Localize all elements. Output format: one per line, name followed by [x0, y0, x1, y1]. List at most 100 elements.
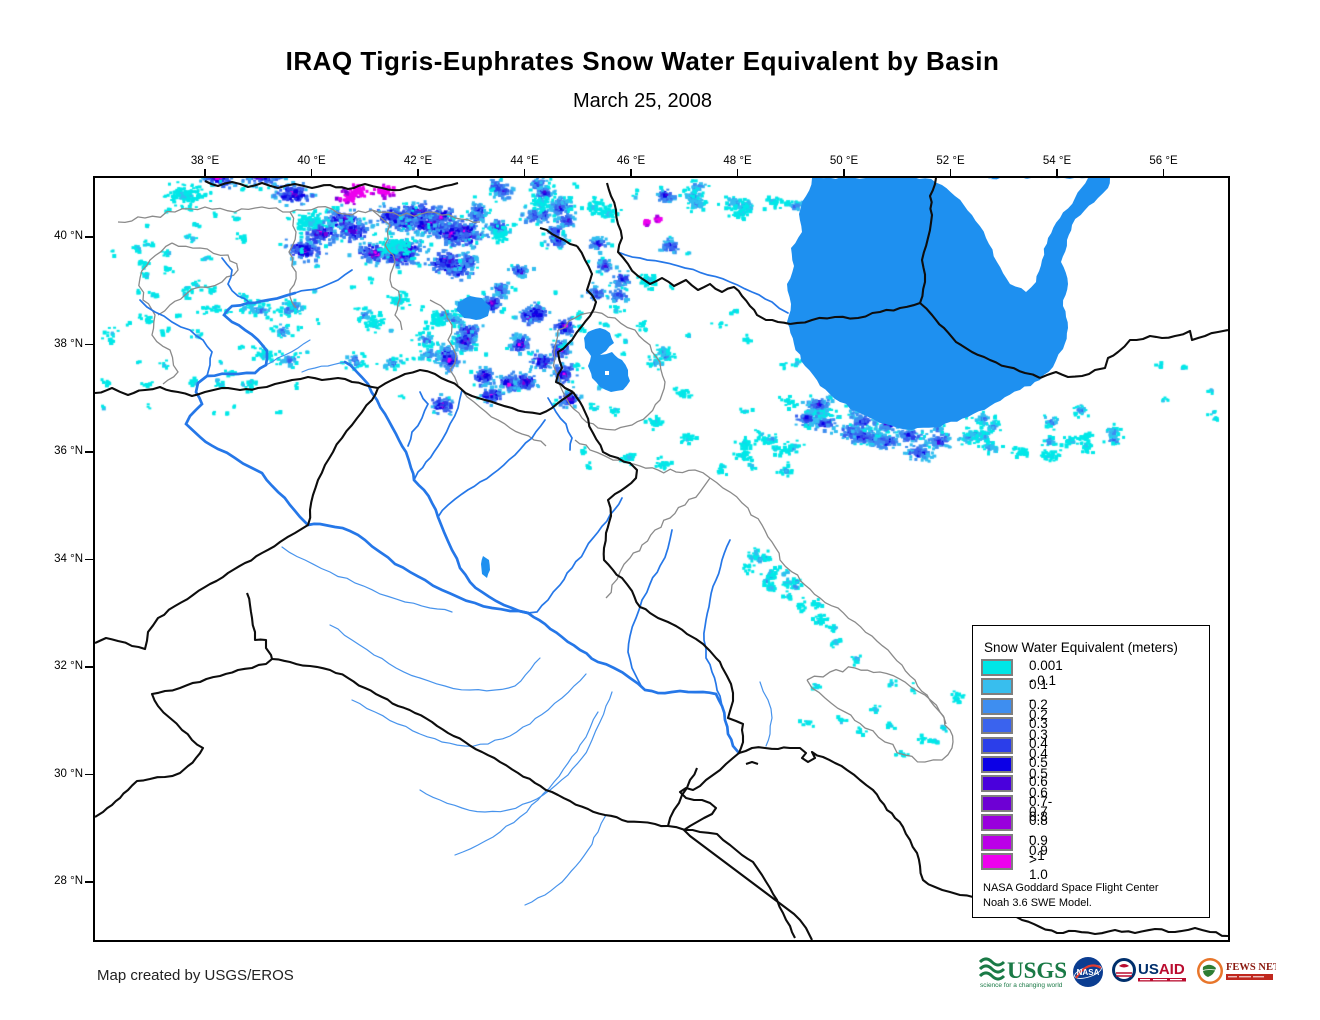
country-border	[678, 751, 813, 940]
caspian-sea	[786, 177, 1110, 430]
country-border	[605, 182, 790, 325]
usgs-logo: USGS science for a changing world	[978, 957, 1066, 989]
basin-boundary	[117, 205, 480, 223]
country-border	[94, 368, 574, 415]
country-border	[789, 301, 920, 325]
fews-net-logo: FEWS NET	[1197, 958, 1276, 984]
legend-label: 0.1 - 0.2	[1029, 677, 1048, 723]
fews-logo-text: FEWS NET	[1226, 962, 1276, 973]
river-tributary	[626, 528, 673, 691]
left-tick-label: 30 °N	[54, 767, 83, 780]
footer-logos: USGS science for a changing world NASA U…	[978, 952, 1276, 992]
left-tick-label: 28 °N	[54, 875, 83, 887]
legend-label: > 1.0	[1029, 851, 1048, 882]
map-vector-layer	[94, 177, 1228, 940]
legend-label: 0.3 - 0.4	[1029, 716, 1048, 762]
left-tick-mark	[85, 236, 93, 238]
top-tick-label: 54 °E	[1042, 155, 1072, 167]
top-tick-label: 50 °E	[829, 155, 859, 167]
legend-swatch	[981, 717, 1013, 735]
top-tick-mark	[630, 169, 632, 177]
legend-title: Snow Water Equivalent (meters)	[984, 640, 1178, 655]
usgs-logo-text: USGS	[1007, 958, 1066, 983]
river-tributary	[546, 396, 573, 451]
river-minor	[328, 623, 541, 692]
basin-boundary	[429, 298, 459, 385]
basin-boundary	[709, 476, 947, 724]
top-tick-mark	[523, 169, 526, 177]
top-tick-mark	[310, 169, 313, 177]
river-tributary	[412, 388, 463, 481]
river-tributary	[526, 496, 623, 614]
legend-swatch	[981, 814, 1013, 832]
left-tick-mark	[85, 666, 93, 668]
country-border	[666, 767, 698, 826]
basin-boundary	[157, 241, 239, 316]
river-minor	[758, 680, 773, 747]
lake-tharthar	[480, 555, 490, 578]
country-border	[571, 390, 744, 753]
country-border	[1039, 328, 1228, 379]
country-border	[271, 657, 668, 827]
basin-boundary	[805, 665, 954, 763]
nasa-logo-text: NASA	[1077, 968, 1100, 977]
top-tick-mark	[1162, 169, 1165, 177]
country-border	[554, 244, 597, 393]
country-border	[94, 657, 273, 818]
left-tick-label: 36 °N	[54, 445, 83, 457]
left-tick-label: 40 °N	[54, 230, 83, 242]
legend-label: 0.6 - 0.7	[1029, 774, 1048, 820]
legend-label: 0.2 - 0.3	[1029, 696, 1048, 742]
legend-swatch	[981, 794, 1013, 812]
top-tick-label: 52 °E	[936, 155, 965, 167]
top-tick-label: 38 °E	[190, 155, 220, 167]
basin-boundary	[137, 241, 179, 385]
country-border	[738, 745, 1228, 937]
river-main	[343, 360, 529, 614]
usaid-logo: USAID	[1112, 958, 1186, 982]
left-tick-mark	[85, 343, 93, 346]
river-minor	[300, 360, 346, 373]
top-tick-label: 46 °E	[616, 155, 646, 167]
left-tick-label: 32 °N	[54, 660, 83, 672]
left-tick-label: 38 °N	[54, 337, 83, 350]
map-title: IRAQ Tigris-Euphrates Snow Water Equival…	[285, 46, 1000, 76]
river-minor	[523, 813, 607, 906]
legend-swatch	[981, 678, 1013, 696]
legend-label: 0.5 - 0.6	[1029, 754, 1048, 800]
river-tributary	[436, 418, 546, 518]
legend-swatch	[981, 697, 1013, 715]
usaid-logo-aid: AID	[1159, 961, 1185, 978]
top-tick-label: 48 °E	[723, 155, 752, 167]
basin-boundary	[460, 389, 546, 446]
left-tick-mark	[85, 558, 93, 561]
lake-urmia	[583, 327, 630, 392]
top-tick-mark	[843, 169, 845, 177]
top-tick-mark	[949, 169, 952, 177]
river-tributary	[138, 298, 213, 377]
legend-swatch	[981, 833, 1013, 851]
country-border	[918, 301, 1040, 379]
left-tick-mark	[85, 773, 93, 776]
left-tick-mark	[85, 451, 93, 453]
river-tributary	[616, 250, 789, 314]
river-minor	[280, 545, 453, 613]
top-tick-mark	[736, 169, 739, 177]
legend-label: 0.8 - 0.9	[1029, 813, 1048, 859]
legend-label: 0.7- 0.8	[1029, 793, 1053, 824]
lake-urmia-island	[604, 370, 609, 375]
legend-note-line2: Noah 3.6 SWE Model.	[983, 896, 1092, 909]
lake-van	[455, 295, 490, 320]
top-tick-mark	[1056, 169, 1058, 177]
river-tributary	[220, 256, 251, 304]
legend-swatch	[981, 852, 1013, 870]
river-minor	[264, 338, 311, 366]
country-border	[245, 592, 273, 659]
top-tick-label: 42 °E	[403, 155, 433, 167]
usgs-logo-tagline: science for a changing world	[980, 982, 1063, 989]
river-main	[183, 291, 529, 614]
river-main	[526, 611, 740, 754]
legend: Snow Water Equivalent (meters) 0.001 - 0…	[972, 625, 1210, 918]
basin-boundary	[552, 310, 666, 431]
country-border	[667, 824, 796, 938]
